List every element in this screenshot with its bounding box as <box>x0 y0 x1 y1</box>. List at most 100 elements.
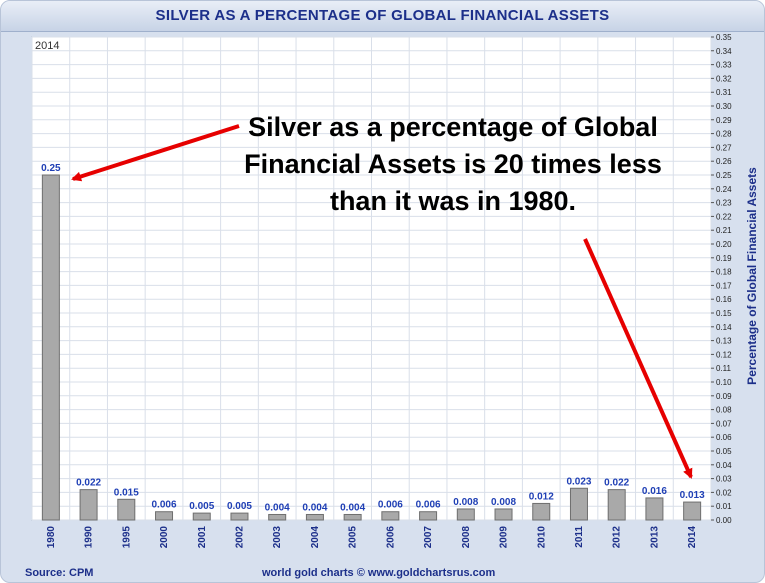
y-tick-label: 0.07 <box>716 419 732 428</box>
x-category-label: 2002 <box>234 526 245 549</box>
grid-layer <box>31 36 712 521</box>
y-tick-label: 0.24 <box>716 185 732 194</box>
bar <box>343 513 362 521</box>
bar-value-label: 0.006 <box>152 500 177 511</box>
title-bar: SILVER AS A PERCENTAGE OF GLOBAL FINANCI… <box>1 1 764 32</box>
bar <box>305 513 324 521</box>
y-tick-label: 0.08 <box>716 406 732 415</box>
bars-layer: 0.25 0.022 0.015 0.006 0.005 0.005 0.004 0.004 0… <box>41 163 705 521</box>
x-category-label: 2001 <box>197 526 208 549</box>
y-tick-label: 0.19 <box>716 254 732 263</box>
bar-value-label: 0.006 <box>378 500 403 511</box>
y-tick-label: 0.21 <box>716 226 732 235</box>
x-category-label: 2008 <box>461 526 472 549</box>
y-axis-label: Percentage of Global Financial Assets <box>745 167 759 385</box>
bar-value-label: 0.016 <box>642 486 667 497</box>
bar-value-label: 0.005 <box>189 501 214 512</box>
y-tick-label: 0.18 <box>716 268 732 277</box>
year-tag: 2014 <box>35 40 59 52</box>
bar-value-label: 0.004 <box>340 502 365 513</box>
y-tick-label: 0.33 <box>716 61 732 70</box>
x-category-label: 2011 <box>574 526 585 548</box>
y-tick-label: 0.03 <box>716 475 732 484</box>
bar <box>532 502 551 521</box>
x-labels-layer: 1980 1990 1995 2000 2001 2002 2003 2004 2005 2006… <box>46 526 698 549</box>
bar <box>192 512 211 521</box>
y-tick-label: 0.06 <box>716 433 732 442</box>
bar-value-label: 0.022 <box>604 478 629 489</box>
bar-value-label: 0.013 <box>680 490 705 501</box>
y-tick-label: 0.27 <box>716 143 732 152</box>
x-category-label: 2005 <box>348 526 359 549</box>
bar <box>569 487 588 521</box>
y-tick-label: 0.00 <box>716 516 732 525</box>
bar <box>41 174 60 521</box>
bar <box>645 497 664 521</box>
y-tick-label: 0.28 <box>716 130 732 139</box>
y-tick-label: 0.23 <box>716 199 732 208</box>
y-tick-label: 0.12 <box>716 350 732 359</box>
y-tick-label: 0.15 <box>716 309 732 318</box>
chart-title: SILVER AS A PERCENTAGE OF GLOBAL FINANCI… <box>155 7 610 24</box>
annotation-line-2: Financial Assets is 20 times less <box>244 149 662 179</box>
x-category-label: 1995 <box>121 526 132 549</box>
y-tick-label: 0.01 <box>716 502 732 511</box>
source-label: Source: CPM <box>25 567 94 579</box>
x-category-label: 2012 <box>612 526 623 549</box>
y-tick-label: 0.14 <box>716 323 732 332</box>
x-category-label: 1990 <box>84 526 95 549</box>
annotation-line-1: Silver as a percentage of Global <box>248 112 658 142</box>
bar <box>230 512 249 521</box>
y-tick-label: 0.22 <box>716 212 732 221</box>
annotation-line-3: than it was in 1980. <box>330 186 576 216</box>
x-category-label: 2013 <box>649 526 660 549</box>
x-category-label: 2006 <box>385 526 396 549</box>
bar <box>683 501 702 521</box>
y-ticks-layer: 0.00 0.01 0.02 0.03 0.04 0.05 0.06 0.07 0.08 0.09… <box>711 33 732 525</box>
bar-value-label: 0.25 <box>41 163 61 174</box>
y-tick-label: 0.34 <box>716 47 732 56</box>
credit-label: world gold charts © www.goldchartsrus.co… <box>262 567 496 579</box>
y-tick-label: 0.02 <box>716 488 732 497</box>
bar <box>268 513 287 521</box>
x-category-label: 1980 <box>46 526 57 549</box>
y-tick-label: 0.09 <box>716 392 732 401</box>
x-category-label: 2000 <box>159 526 170 549</box>
bar-value-label: 0.005 <box>227 501 252 512</box>
bar-value-label: 0.023 <box>566 476 591 487</box>
arrow-to-1980 <box>71 124 240 182</box>
bar <box>419 511 438 521</box>
bar <box>607 489 626 521</box>
x-category-label: 2007 <box>423 526 434 549</box>
bar-value-label: 0.004 <box>302 502 327 513</box>
y-tick-label: 0.13 <box>716 337 732 346</box>
bar-value-label: 0.008 <box>453 497 478 508</box>
x-category-label: 2004 <box>310 526 321 549</box>
x-category-label: 2009 <box>499 526 510 549</box>
y-tick-label: 0.10 <box>716 378 732 387</box>
bar-value-label: 0.015 <box>114 487 139 498</box>
y-tick-label: 0.17 <box>716 281 732 290</box>
annotation-text: Silver as a percentage of Global Financi… <box>244 112 662 216</box>
bar <box>79 489 98 521</box>
y-tick-label: 0.04 <box>716 461 732 470</box>
bar <box>381 511 400 521</box>
x-category-label: 2010 <box>536 526 547 549</box>
bar <box>494 508 513 521</box>
y-tick-label: 0.26 <box>716 157 732 166</box>
y-tick-label: 0.20 <box>716 240 732 249</box>
y-tick-label: 0.16 <box>716 295 732 304</box>
y-tick-label: 0.30 <box>716 102 732 111</box>
y-tick-label: 0.11 <box>716 364 732 373</box>
arrow-to-2014 <box>583 238 693 479</box>
y-tick-label: 0.31 <box>716 88 732 97</box>
y-tick-label: 0.05 <box>716 447 732 456</box>
y-tick-label: 0.35 <box>716 33 732 42</box>
y-tick-label: 0.25 <box>716 171 732 180</box>
x-category-label: 2003 <box>272 526 283 549</box>
bar-value-label: 0.008 <box>491 497 516 508</box>
bar <box>155 511 174 521</box>
bar <box>456 508 475 521</box>
x-category-label: 2014 <box>687 526 698 549</box>
